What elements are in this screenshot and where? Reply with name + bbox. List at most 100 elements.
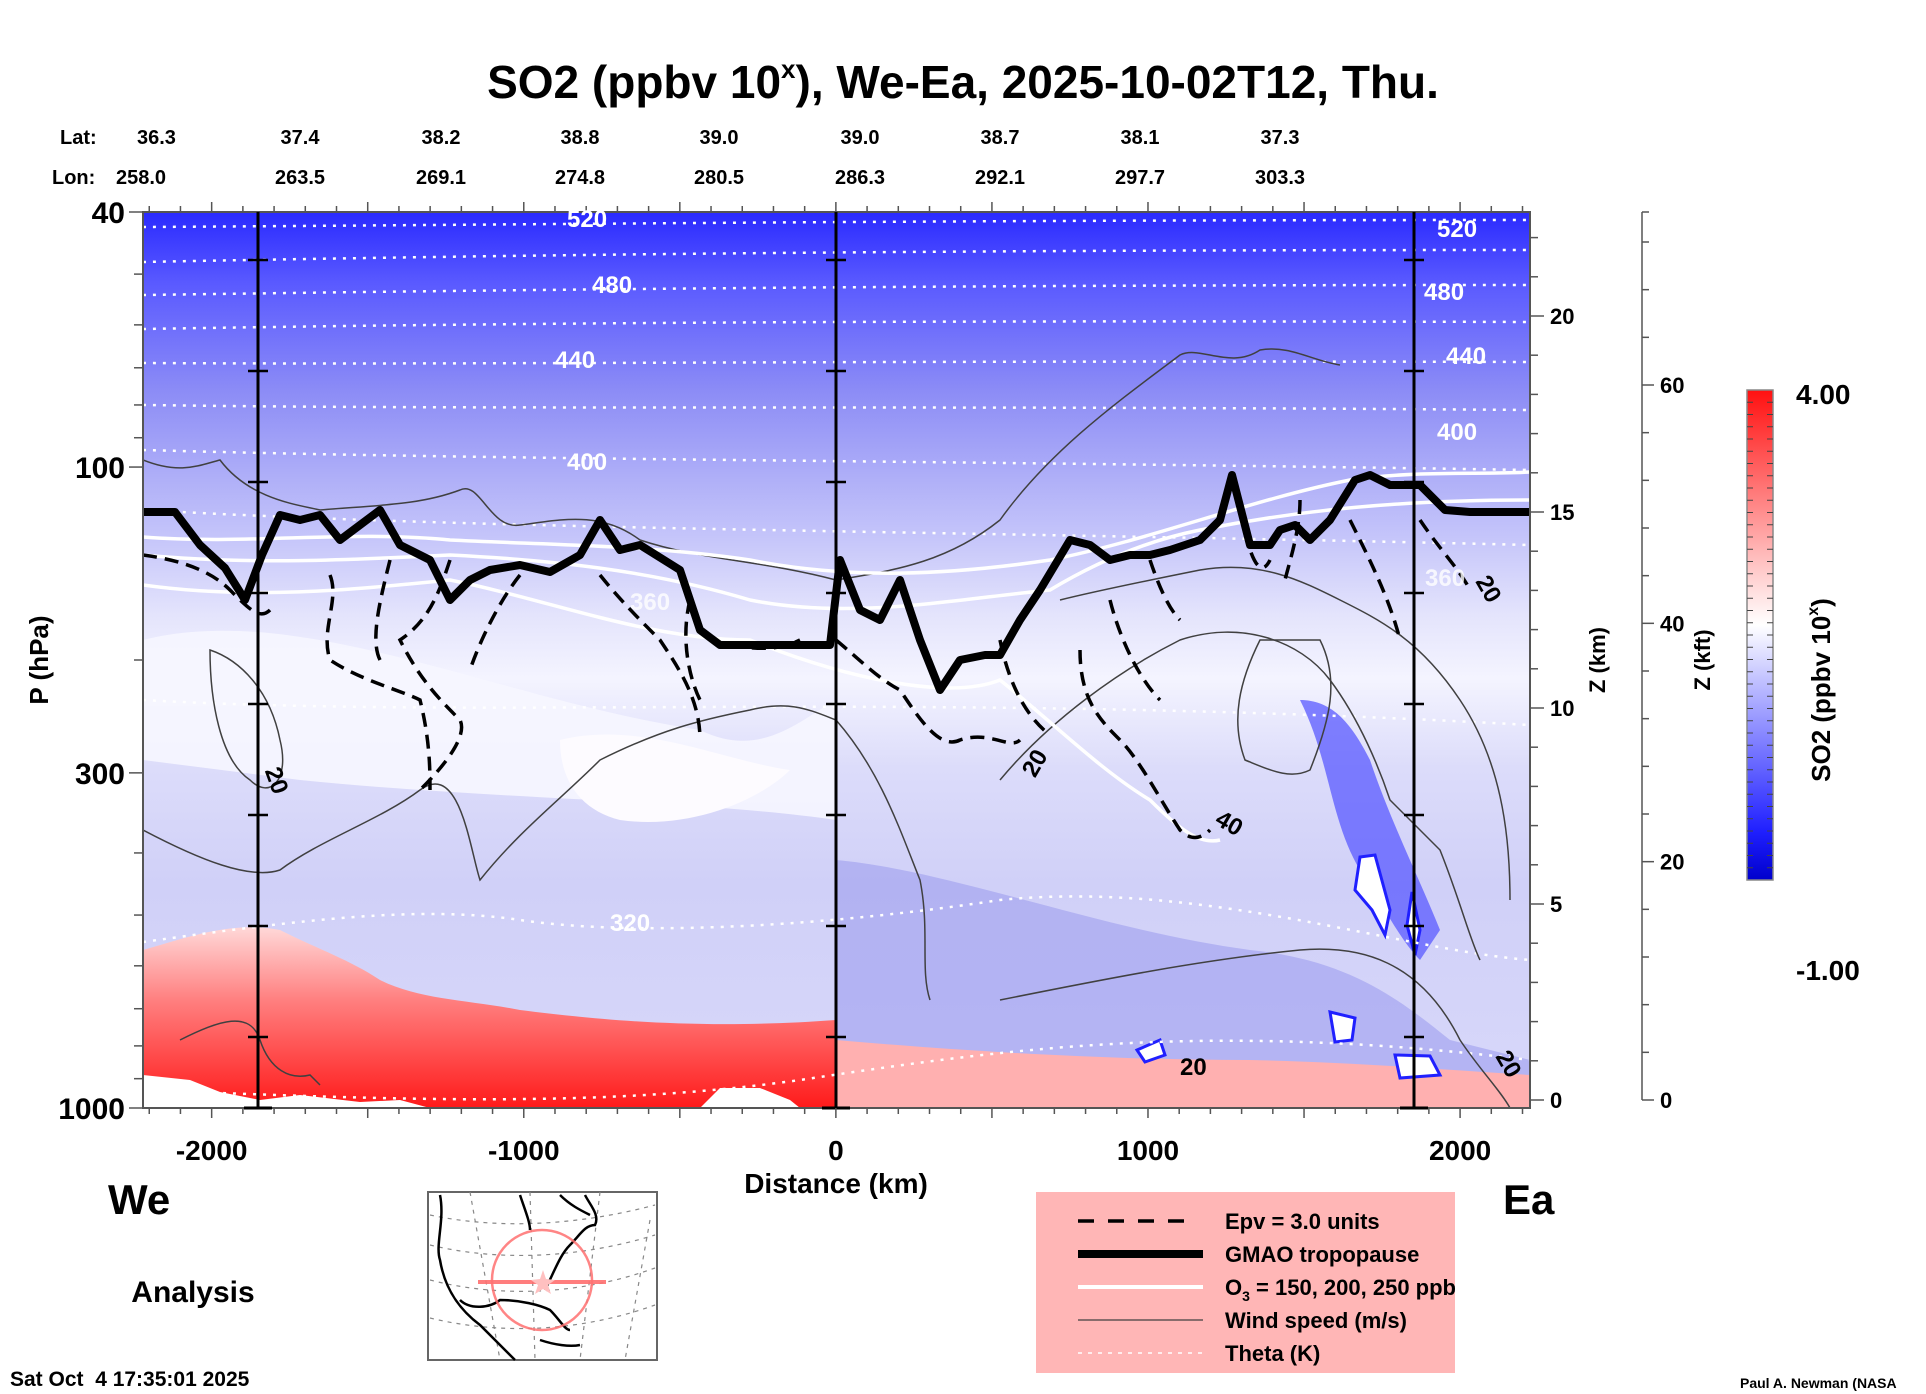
theta-label: 480	[1424, 279, 1464, 306]
theta-line	[143, 360, 1530, 365]
contour-overlays	[143, 218, 1530, 1108]
colorbar-max-label: 4.00	[1796, 379, 1851, 410]
theta-line	[143, 508, 1530, 547]
z-kft-tick-label: 20	[1660, 850, 1684, 875]
lon-value: 258.0	[116, 167, 166, 189]
graticule-line	[429, 1204, 656, 1225]
lon-label: Lon:	[52, 167, 95, 189]
theta-label: 360	[1425, 565, 1465, 592]
wind-line	[999, 948, 1511, 1108]
lat-value: 37.3	[1261, 127, 1300, 149]
lat-value: 37.4	[281, 127, 321, 149]
theta-line	[143, 248, 1530, 264]
lat-value: 39.0	[841, 127, 880, 149]
legend-label-epv: Epv = 3.0 units	[1225, 1209, 1380, 1234]
field-red-left	[143, 927, 836, 1108]
legend-label-ozone: O3 = 150, 200, 250 ppb	[1225, 1275, 1456, 1304]
theta-label: 440	[1446, 343, 1486, 370]
lat-value: 36.3	[137, 127, 176, 149]
y-tick-label: 300	[75, 758, 125, 791]
theta-label: 440	[555, 347, 595, 374]
locator-map	[427, 1191, 658, 1361]
field-white-patch	[560, 734, 790, 822]
lon-value: 274.8	[555, 167, 605, 189]
y-axis-label: P (hPa)	[24, 615, 54, 704]
credit: Paul A. Newman (NASA	[1740, 1375, 1897, 1391]
theta-line	[143, 448, 1530, 472]
theta-label: 480	[592, 272, 632, 299]
x-axis-label: Distance (km)	[744, 1168, 928, 1199]
epv-line	[1108, 499, 1472, 702]
x-tick-label: 1000	[1117, 1135, 1179, 1166]
x-tick-label: 0	[828, 1135, 844, 1166]
chart-title: SO2 (ppbv 10x), We-Ea, 2025-10-02T12, Th…	[487, 54, 1439, 108]
wind-line	[143, 705, 931, 1001]
epv-line	[374, 559, 522, 792]
legend-box	[1036, 1192, 1455, 1373]
wind-line	[179, 1020, 321, 1086]
x-tick-label: -1000	[488, 1135, 560, 1166]
theta-line	[143, 403, 1530, 412]
z-km-tick-label: 5	[1550, 892, 1562, 917]
y-tick-label: 40	[92, 197, 125, 230]
lat-value: 38.1	[1121, 127, 1160, 149]
mode-label: Analysis	[131, 1276, 254, 1309]
theta-line	[143, 698, 1530, 727]
epv-line	[834, 638, 1212, 840]
theta-labels: 520 520 480 480 440 440 400 400 360 360 …	[555, 206, 1486, 937]
lat-value: 39.0	[700, 127, 739, 149]
graticule-line	[469, 1191, 501, 1361]
lon-value: 292.1	[975, 167, 1025, 189]
field-blue-plume	[1300, 700, 1440, 960]
ozone-line	[143, 470, 1530, 575]
ozone-line	[143, 498, 1530, 611]
theta-line	[143, 1039, 1530, 1101]
terrain	[143, 1075, 430, 1108]
vertical-section-lines	[244, 212, 1428, 1110]
legend-label-wind: Wind speed (m/s)	[1225, 1308, 1407, 1333]
z-km-tick-label: 0	[1550, 1088, 1562, 1113]
legend-label-tropopause: GMAO tropopause	[1225, 1242, 1419, 1267]
theta-line	[143, 218, 1530, 229]
y-tick-label: 1000	[58, 1093, 125, 1126]
graticule-line	[529, 1191, 536, 1361]
lat-value: 38.8	[561, 127, 600, 149]
x-tick-label: -2000	[176, 1135, 248, 1166]
field-blue-right	[836, 860, 1530, 1080]
theta-label: 520	[567, 206, 607, 233]
colorbar-label: SO2 (ppbv 10x)	[1805, 598, 1836, 782]
lat-value: 38.2	[422, 127, 461, 149]
z-km-tick-label: 10	[1550, 696, 1574, 721]
x-axis: -2000 -1000 0 1000 2000	[148, 202, 1524, 1166]
graticule-line	[429, 1267, 656, 1292]
theta-line	[143, 283, 1530, 297]
wind-line	[209, 648, 284, 789]
legend-label-theta: Theta (K)	[1225, 1341, 1320, 1366]
wind-line	[1059, 566, 1511, 901]
map-center-star	[531, 1270, 555, 1294]
theta-label: 320	[610, 910, 650, 937]
theta-label: 400	[1437, 419, 1477, 446]
epv-line	[143, 553, 432, 791]
field-red-right	[836, 1040, 1530, 1108]
lon-value: 263.5	[275, 167, 325, 189]
white-island-1	[1353, 853, 1392, 940]
z-km-axis: 0 5 10 15 20	[1530, 236, 1574, 1113]
lon-value: 303.3	[1255, 167, 1305, 189]
ozone-contours	[143, 470, 1530, 843]
lon-value: 280.5	[694, 167, 744, 189]
x-tick-label: 2000	[1429, 1135, 1491, 1166]
z-kft-tick-label: 0	[1660, 1088, 1672, 1113]
legend: Epv = 3.0 units GMAO tropopause O3 = 150…	[1036, 1192, 1456, 1373]
colorbar-min-label: -1.00	[1796, 955, 1860, 986]
lat-label: Lat:	[60, 127, 97, 149]
ozone-line	[143, 578, 1221, 843]
west-label: We	[108, 1176, 170, 1223]
theta-label: 360	[630, 589, 670, 616]
theta-line	[143, 320, 1530, 331]
east-label: Ea	[1503, 1176, 1555, 1223]
lat-value: 38.7	[981, 127, 1020, 149]
z-kft-axis: 0 20 40 60	[1641, 211, 1684, 1113]
wind-line	[999, 631, 1481, 961]
